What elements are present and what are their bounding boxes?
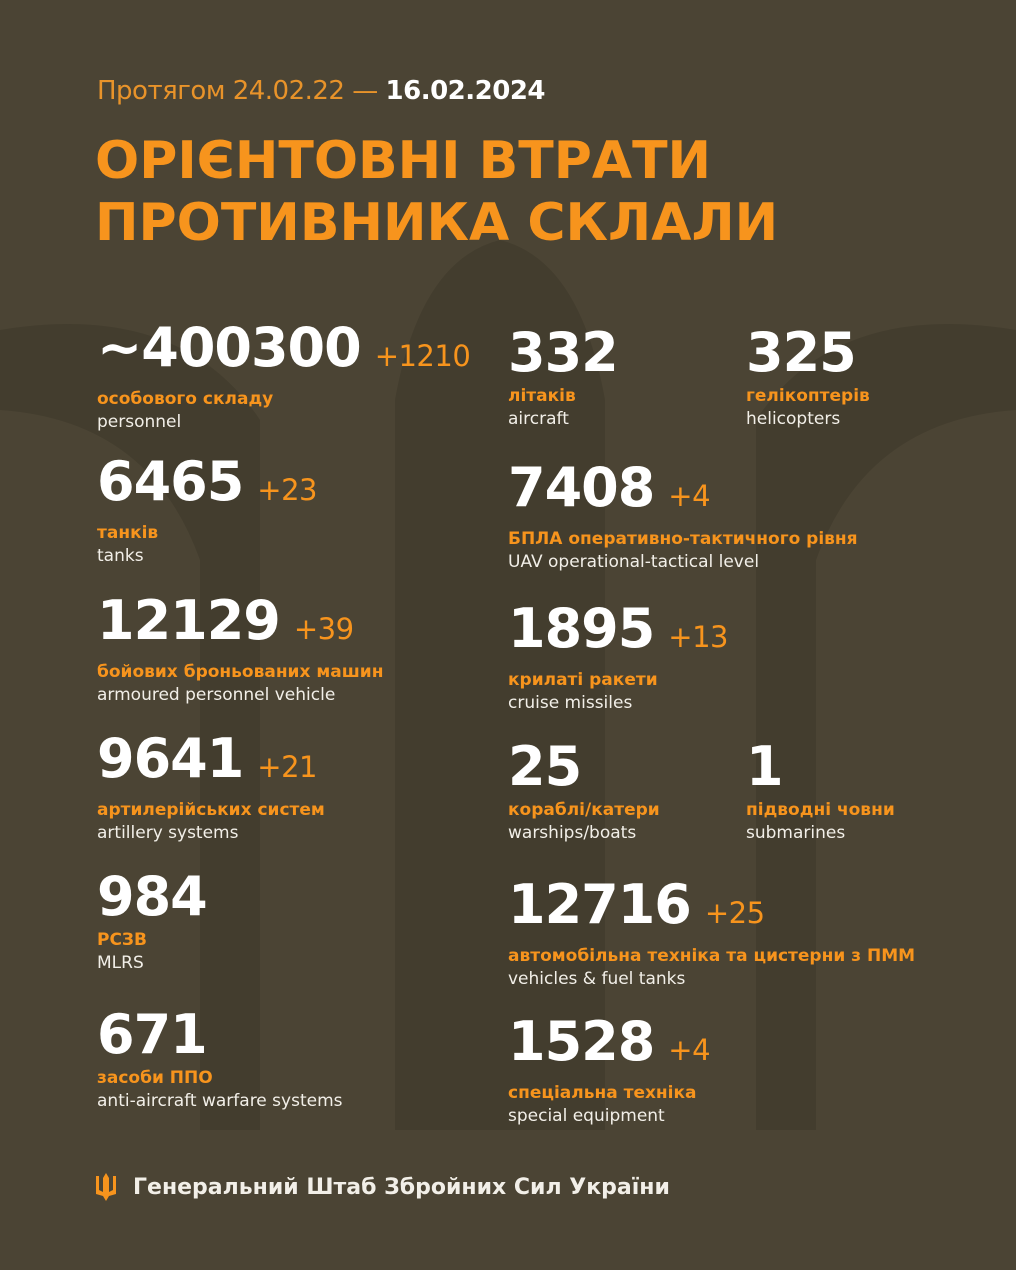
stat-value: 1	[746, 737, 895, 797]
stat-label-uk: танків	[97, 523, 159, 543]
title-line-1: ОРІЄНТОВНІ ВТРАТИ	[95, 131, 712, 191]
stat-value: 332	[508, 321, 619, 384]
stat-delta: +25	[704, 896, 765, 930]
stat-value: 12129 +39	[97, 591, 383, 659]
stat-artillery: 9641 +21 артилерійських систем artillery …	[97, 729, 325, 845]
stat-label-uk: особового складу	[97, 389, 274, 409]
stat-label-uk: літаків	[508, 386, 576, 406]
stat-label-uk: артилерійських систем	[97, 800, 325, 820]
stat-warships: 25 кораблі/катери warships/boats	[508, 737, 660, 845]
stat-label-en: MLRS	[97, 953, 144, 973]
stat-personnel: ~400300 +1210 особового складу personnel	[97, 316, 471, 434]
stat-label-uk: бойових броньованих машин	[97, 662, 384, 682]
stat-number: 1895	[508, 597, 655, 660]
stat-apv: 12129 +39 бойових броньованих машин armou…	[97, 591, 383, 707]
stat-cruise-missiles: 1895 +13 крилаті ракети cruise missiles	[508, 599, 728, 715]
stat-label-en: submarines	[746, 823, 846, 843]
stat-label-en: vehicles & fuel tanks	[508, 969, 686, 989]
stat-value: 1528 +4	[508, 1010, 711, 1080]
stat-number: 332	[508, 321, 619, 384]
stat-label-en: aircraft	[508, 409, 569, 429]
stat-label-en: helicopters	[746, 409, 841, 429]
footer: Генеральний Штаб Збройних Сил України	[95, 1172, 670, 1202]
stat-value: 6465 +23	[97, 452, 317, 520]
stat-number: 9641	[97, 727, 244, 790]
stat-label-en: special equipment	[508, 1106, 665, 1126]
stat-label-uk: спеціальна техніка	[508, 1083, 697, 1103]
stat-delta: +1210	[374, 339, 471, 373]
stat-value: ~400300 +1210	[97, 316, 471, 386]
stat-value: 9641 +21	[97, 729, 325, 797]
stat-mlrs: 984 РСЗВ MLRS	[97, 865, 208, 975]
title-line-2: ПРОТИВНИКА СКЛАЛИ	[95, 193, 779, 253]
stat-label-uk: БПЛА оперативно-тактичного рівня	[508, 529, 858, 549]
stat-value: 7408 +4	[508, 458, 858, 526]
stat-value: 25	[508, 737, 660, 797]
stat-number: 6465	[97, 450, 244, 513]
period-date: 16.02.2024	[385, 76, 546, 106]
stat-label-en: personnel	[97, 412, 182, 432]
stat-label-en: UAV operational-tactical level	[508, 552, 760, 572]
stat-label-uk: гелікоптерів	[746, 386, 870, 406]
period-prefix: Протягом 24.02.22 —	[97, 76, 378, 106]
stat-submarines: 1 підводні човни submarines	[746, 737, 895, 845]
footer-text: Генеральний Штаб Збройних Сил України	[133, 1174, 670, 1200]
stat-number: 12716	[508, 873, 692, 936]
stat-number: 671	[97, 1003, 208, 1066]
stat-delta: +23	[257, 473, 317, 507]
stat-number: 984	[97, 865, 208, 928]
stat-label-en: armoured personnel vehicle	[97, 685, 336, 705]
stat-number: 12129	[97, 589, 281, 652]
stat-label-uk: підводні човни	[746, 800, 895, 820]
stat-value: 12716 +25	[508, 875, 915, 943]
stat-delta: +4	[668, 479, 711, 513]
stat-number: 325	[746, 321, 857, 384]
stat-delta: +13	[668, 620, 728, 654]
stat-label-uk: автомобільна техніка та цистерни з ПММ	[508, 946, 916, 966]
stat-uav: 7408 +4 БПЛА оперативно-тактичного рівня …	[508, 458, 858, 574]
stat-label-en: artillery systems	[97, 823, 239, 843]
stat-number: 25	[508, 735, 582, 798]
stat-label-uk: кораблі/катери	[508, 800, 660, 820]
stat-delta: +21	[257, 750, 317, 784]
stat-number: 7408	[508, 456, 655, 519]
stat-label-en: anti-aircraft warfare systems	[97, 1091, 343, 1111]
stat-label-en: cruise missiles	[508, 693, 633, 713]
trident-icon	[96, 1173, 116, 1201]
page-title: ОРІЄНТОВНІ ВТРАТИ ПРОТИВНИКА СКЛАЛИ	[95, 130, 778, 254]
stat-tanks: 6465 +23 танків tanks	[97, 452, 317, 568]
stat-helicopters: 325 гелікоптерів helicopters	[746, 323, 870, 431]
stat-value: 671	[97, 1005, 343, 1065]
stat-value: 984	[97, 865, 208, 928]
stat-aircraft: 332 літаків aircraft	[508, 321, 619, 431]
stat-delta: +39	[293, 612, 354, 646]
stat-label-uk: крилаті ракети	[508, 670, 658, 690]
stat-value: 325	[746, 323, 870, 383]
stat-label-uk: засоби ППО	[97, 1068, 213, 1088]
stat-label-uk: РСЗВ	[97, 930, 147, 950]
stat-special-equipment: 1528 +4 спеціальна техніка special equipm…	[508, 1010, 711, 1128]
stat-label-en: tanks	[97, 546, 144, 566]
stat-label-en: warships/boats	[508, 823, 637, 843]
stat-vehicles: 12716 +25 автомобільна техніка та цистерн…	[508, 875, 915, 991]
stat-number: 1	[746, 735, 784, 798]
stat-air-defense: 671 засоби ППО anti-aircraft warfare sys…	[97, 1005, 343, 1113]
stat-delta: +4	[668, 1033, 711, 1067]
stat-value: 1895 +13	[508, 599, 728, 667]
stat-number: ~400300	[97, 316, 362, 379]
stat-number: 1528	[508, 1010, 655, 1073]
period-subtitle: Протягом 24.02.22 — 16.02.2024	[97, 76, 546, 106]
